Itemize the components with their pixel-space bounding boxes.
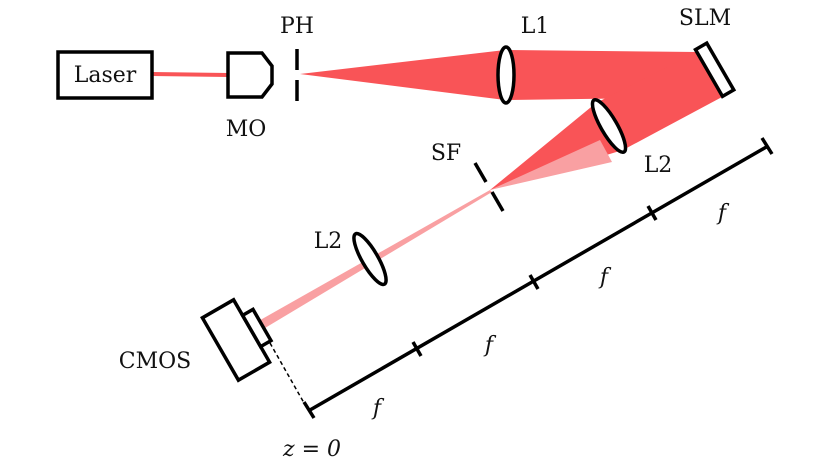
ruler-tick-3 <box>646 205 658 221</box>
ruler-tick-1 <box>411 341 423 357</box>
ph-label: PH <box>280 14 314 39</box>
beam-l2-to-sf <box>490 103 623 190</box>
sf-upper <box>473 162 488 183</box>
l1-label: L1 <box>521 14 550 39</box>
sf-label: SF <box>431 141 461 166</box>
beam-laser-to-mo <box>152 72 228 77</box>
beam-ph-to-l1 <box>300 50 505 100</box>
lens-l1 <box>496 45 516 105</box>
ruler-tick-2 <box>528 274 540 290</box>
laser-box <box>56 50 154 100</box>
slm-device <box>693 40 737 99</box>
ruler-dashed-link <box>269 342 309 411</box>
f-label-2: f <box>483 333 497 358</box>
f-label-1: f <box>371 396 385 421</box>
l2-lower-label: L2 <box>314 229 343 254</box>
slm-label: SLM <box>679 6 731 31</box>
z0-label: z = 0 <box>282 437 341 462</box>
beam-slm-to-l2 <box>596 52 722 150</box>
distance-ruler <box>309 144 769 412</box>
sf-lower <box>490 191 505 212</box>
lens-l2-upper <box>590 97 628 155</box>
microscope-objective <box>226 51 274 99</box>
l2-upper-label: L2 <box>644 153 673 178</box>
lens-l2-lower <box>352 231 388 287</box>
mo-label: MO <box>226 117 267 142</box>
f-label-4: f <box>716 201 730 226</box>
cmos-label: CMOS <box>119 349 191 374</box>
cmos-camera <box>200 297 274 383</box>
beam-sf-fan <box>490 140 612 190</box>
ruler-tick-0 <box>302 401 316 419</box>
laser-label: Laser <box>74 63 137 88</box>
ruler-tick-4 <box>760 137 774 155</box>
beam-paths <box>152 50 722 331</box>
f-label-3: f <box>598 265 612 290</box>
